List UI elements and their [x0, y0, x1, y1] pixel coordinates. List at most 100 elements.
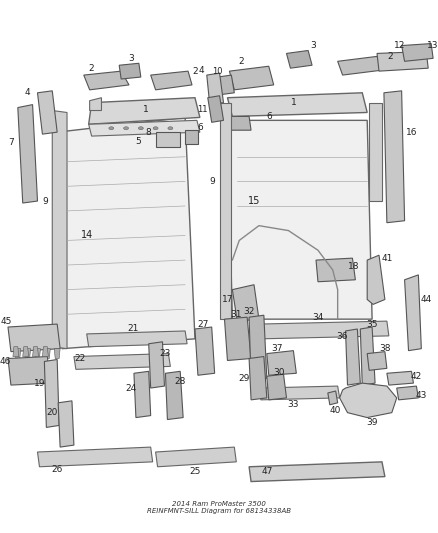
Polygon shape	[23, 346, 28, 357]
Polygon shape	[249, 315, 267, 380]
Polygon shape	[286, 51, 312, 68]
Polygon shape	[402, 44, 433, 61]
Polygon shape	[57, 117, 195, 349]
Polygon shape	[149, 342, 164, 388]
Text: 9: 9	[42, 197, 48, 206]
Polygon shape	[44, 359, 59, 427]
Text: 41: 41	[381, 254, 392, 263]
Polygon shape	[339, 383, 397, 417]
Text: 46: 46	[0, 357, 11, 366]
Polygon shape	[90, 98, 102, 110]
Polygon shape	[84, 71, 129, 90]
Text: 43: 43	[416, 391, 427, 400]
Polygon shape	[119, 63, 141, 79]
Text: 29: 29	[238, 374, 250, 383]
Polygon shape	[230, 66, 274, 90]
Polygon shape	[227, 116, 251, 130]
Text: 21: 21	[127, 325, 139, 334]
Polygon shape	[405, 275, 421, 351]
Text: 42: 42	[411, 372, 422, 381]
Text: 44: 44	[420, 295, 432, 304]
Polygon shape	[397, 386, 418, 400]
Text: 6: 6	[266, 112, 272, 121]
Polygon shape	[8, 357, 50, 385]
Polygon shape	[74, 353, 170, 369]
Text: 2: 2	[192, 67, 198, 76]
Polygon shape	[384, 91, 405, 223]
Text: 2: 2	[238, 57, 244, 66]
Polygon shape	[88, 120, 200, 136]
Text: 39: 39	[366, 418, 378, 427]
Text: 22: 22	[74, 354, 85, 363]
Text: 3: 3	[310, 41, 316, 50]
Text: 1: 1	[143, 105, 148, 114]
Polygon shape	[346, 329, 360, 385]
Polygon shape	[155, 447, 236, 467]
Text: 30: 30	[273, 368, 284, 377]
Polygon shape	[219, 103, 231, 319]
Polygon shape	[88, 98, 200, 124]
Polygon shape	[316, 258, 355, 282]
Polygon shape	[267, 351, 297, 375]
Polygon shape	[13, 346, 19, 357]
Polygon shape	[233, 285, 259, 321]
Polygon shape	[35, 349, 40, 359]
Text: 2: 2	[387, 52, 392, 61]
Polygon shape	[54, 349, 60, 359]
Polygon shape	[155, 132, 180, 147]
Polygon shape	[218, 75, 234, 95]
Text: 47: 47	[261, 467, 272, 476]
Text: 6: 6	[197, 123, 203, 132]
Polygon shape	[166, 372, 183, 419]
Polygon shape	[8, 324, 60, 352]
Polygon shape	[367, 352, 387, 370]
Text: 10: 10	[212, 67, 223, 76]
Text: 31: 31	[230, 310, 242, 319]
Polygon shape	[338, 56, 382, 75]
Polygon shape	[42, 346, 48, 357]
Text: 14: 14	[81, 230, 93, 240]
Polygon shape	[360, 327, 375, 385]
Text: 11: 11	[198, 105, 208, 114]
Ellipse shape	[124, 127, 128, 130]
Text: 26: 26	[52, 465, 63, 474]
Text: 37: 37	[271, 344, 283, 353]
Polygon shape	[227, 93, 367, 116]
Ellipse shape	[153, 127, 158, 130]
Polygon shape	[207, 73, 223, 104]
Polygon shape	[185, 130, 198, 144]
Polygon shape	[259, 386, 339, 400]
Polygon shape	[328, 391, 338, 405]
Polygon shape	[25, 349, 31, 359]
Text: 16: 16	[406, 128, 417, 136]
Ellipse shape	[109, 127, 114, 130]
Text: 25: 25	[189, 467, 201, 476]
Polygon shape	[32, 346, 39, 357]
Text: 1: 1	[290, 98, 296, 107]
Polygon shape	[151, 71, 192, 90]
Text: 35: 35	[366, 320, 378, 328]
Polygon shape	[208, 96, 223, 122]
Polygon shape	[15, 349, 21, 359]
Polygon shape	[387, 372, 413, 385]
Text: 28: 28	[174, 377, 186, 386]
Text: 2: 2	[89, 63, 95, 72]
Text: 23: 23	[160, 349, 171, 358]
Polygon shape	[267, 374, 286, 400]
Polygon shape	[225, 317, 251, 360]
Polygon shape	[259, 321, 389, 339]
Text: 38: 38	[379, 344, 391, 353]
Polygon shape	[38, 91, 57, 134]
Polygon shape	[44, 349, 50, 359]
Polygon shape	[38, 447, 153, 467]
Polygon shape	[377, 52, 428, 71]
Text: 33: 33	[288, 400, 299, 409]
Text: 4: 4	[199, 66, 205, 75]
Polygon shape	[249, 462, 385, 481]
Polygon shape	[367, 255, 385, 304]
Text: 34: 34	[312, 313, 324, 322]
Ellipse shape	[168, 127, 173, 130]
Polygon shape	[249, 357, 267, 400]
Ellipse shape	[138, 127, 143, 130]
Text: 15: 15	[248, 196, 260, 206]
